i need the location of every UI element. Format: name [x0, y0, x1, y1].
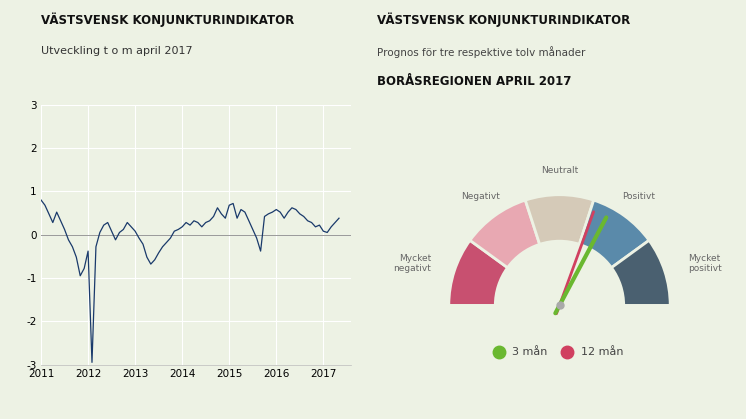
Wedge shape — [449, 241, 507, 305]
Text: Mycket
positivt: Mycket positivt — [688, 254, 721, 273]
Wedge shape — [470, 200, 539, 268]
Text: Negativt: Negativt — [461, 191, 500, 201]
Wedge shape — [525, 195, 594, 244]
Text: Positivt: Positivt — [622, 191, 656, 201]
Text: VÄSTSVENSK KONJUNKTURINDIKATOR: VÄSTSVENSK KONJUNKTURINDIKATOR — [41, 13, 294, 27]
Wedge shape — [580, 200, 649, 268]
Text: BORÅSREGIONEN APRIL 2017: BORÅSREGIONEN APRIL 2017 — [377, 75, 571, 88]
Text: Mycket
negativt: Mycket negativt — [393, 254, 431, 273]
Text: Neutralt: Neutralt — [541, 166, 578, 175]
Wedge shape — [612, 241, 670, 305]
Text: Utveckling t o m april 2017: Utveckling t o m april 2017 — [41, 46, 192, 56]
Text: 3 mån: 3 mån — [512, 347, 548, 357]
Text: 12 mån: 12 mån — [580, 347, 623, 357]
Text: Prognos för tre respektive tolv månader: Prognos för tre respektive tolv månader — [377, 46, 585, 58]
Text: VÄSTSVENSK KONJUNKTURINDIKATOR: VÄSTSVENSK KONJUNKTURINDIKATOR — [377, 13, 630, 27]
